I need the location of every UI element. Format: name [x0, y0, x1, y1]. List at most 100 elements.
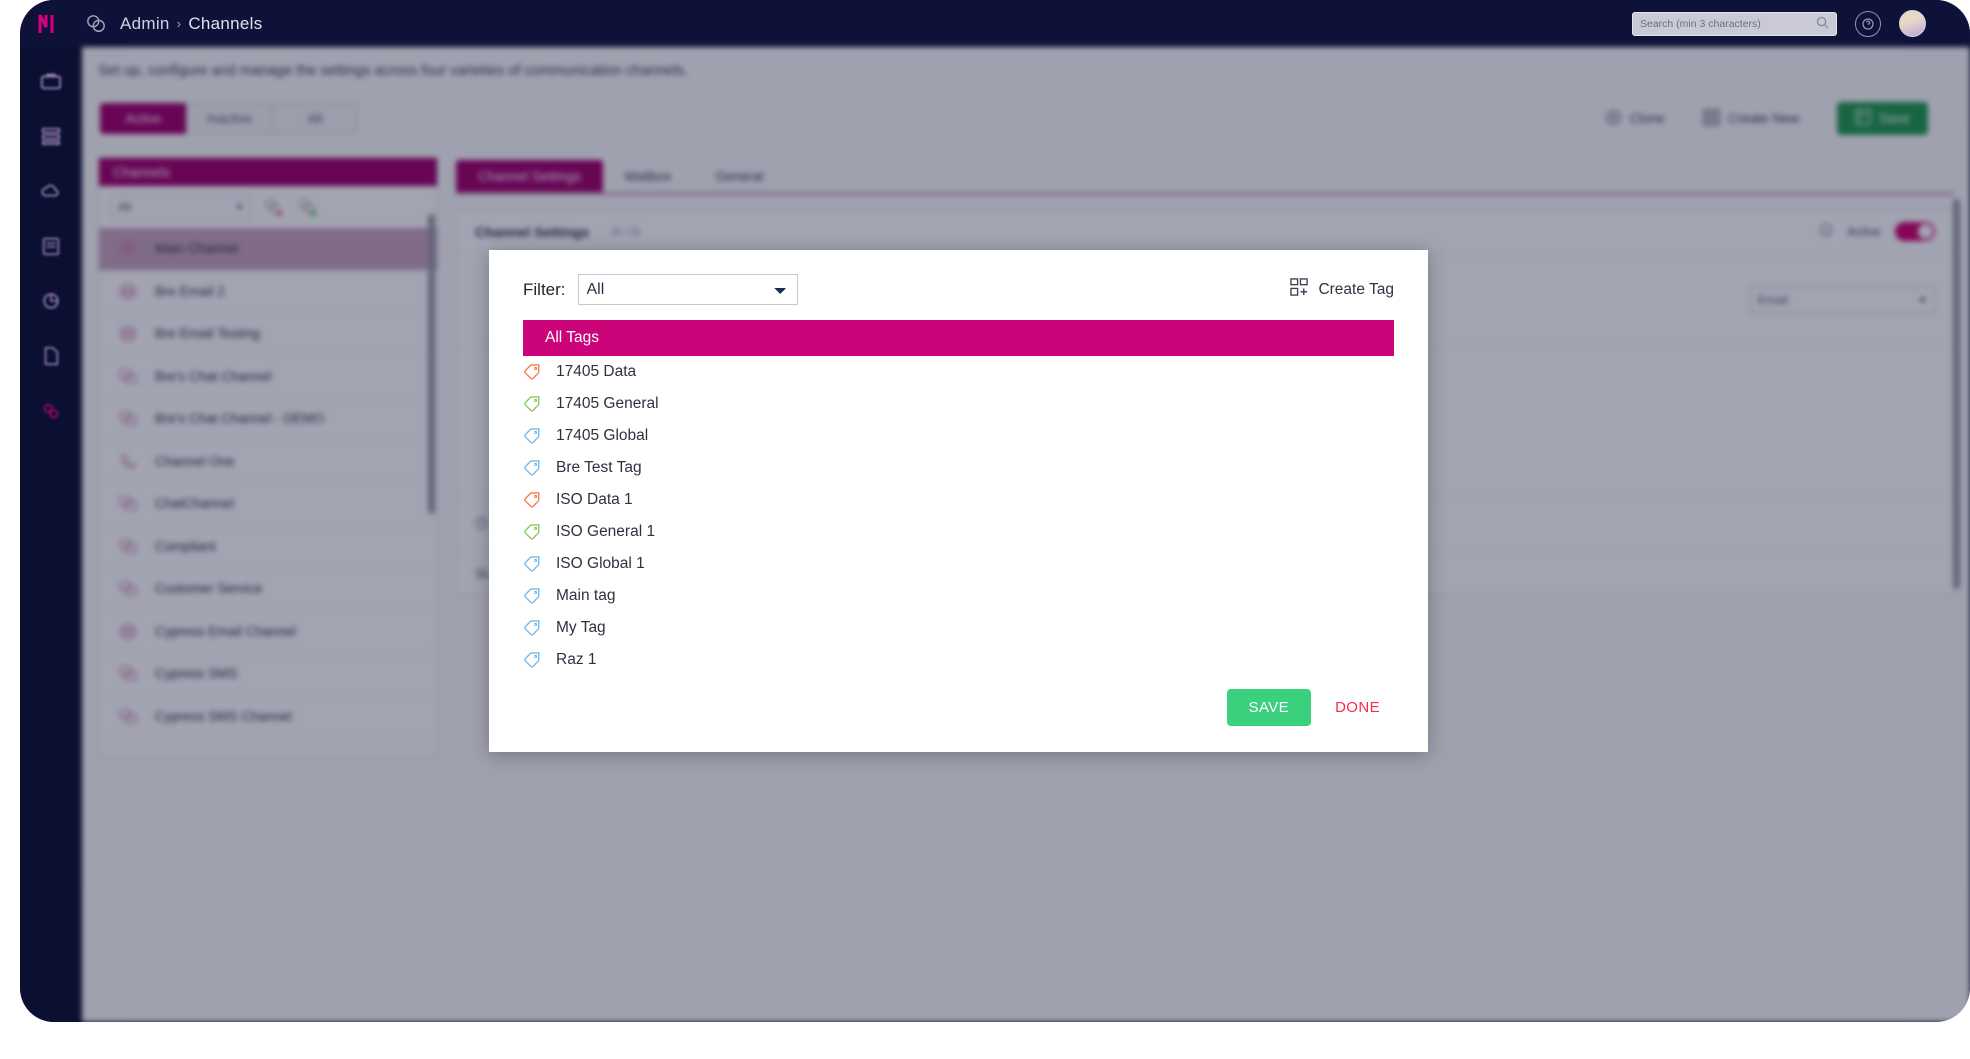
channel-list-scrollbar[interactable] — [428, 188, 435, 754]
channels-panel-title: Channels — [99, 158, 437, 186]
list-item[interactable]: Main Channel — [99, 228, 437, 271]
tag-label: ISO Global 1 — [556, 555, 645, 572]
tag-list-item[interactable]: Main tag — [523, 580, 1394, 612]
channel-type-filter-select[interactable]: All ▼ — [111, 195, 251, 219]
tag-list-item[interactable]: ISO Global 1 — [523, 548, 1394, 580]
tag-list-item[interactable]: ISO Data 1 — [523, 484, 1394, 516]
breadcrumb: Admin › Channels — [120, 14, 263, 34]
list-item-label: Compliant — [155, 538, 216, 554]
list-item[interactable]: Compliant — [99, 526, 437, 568]
list-item[interactable]: Bre Email Testing — [99, 313, 437, 356]
tag-icon — [523, 363, 541, 381]
rail-grid-icon[interactable] — [36, 122, 66, 150]
breadcrumb-root[interactable]: Admin — [120, 13, 170, 33]
grid-plus-icon — [1290, 277, 1309, 302]
tag-list-item[interactable]: 17405 Data — [523, 356, 1394, 388]
done-button[interactable]: DONE — [1321, 689, 1394, 726]
section-note: (0 / 0) — [611, 225, 641, 238]
list-item-label: Channel One — [155, 453, 235, 469]
chat-icon — [117, 706, 139, 726]
state-filter-active[interactable]: Active — [100, 103, 186, 134]
tab-channel-settings[interactable]: Channel Settings — [456, 160, 603, 192]
avatar[interactable] — [1899, 10, 1926, 37]
active-label: Active — [1846, 224, 1881, 239]
state-filter-inactive[interactable]: Inactive — [186, 103, 272, 134]
clone-icon — [1605, 109, 1622, 129]
all-tags-header[interactable]: All Tags — [523, 320, 1394, 356]
list-item[interactable]: Cypress SMS — [99, 653, 437, 696]
chat-icon — [117, 494, 139, 514]
list-item[interactable]: Channel One — [99, 441, 437, 483]
tag-label: 17405 Global — [556, 427, 649, 444]
create-tag-button[interactable]: Create Tag — [1290, 277, 1394, 302]
filter-label: Filter: — [523, 279, 566, 299]
main-panel-scrollbar[interactable] — [1953, 199, 1960, 757]
tag-label: Main tag — [556, 587, 616, 604]
list-item[interactable]: Bre's Chat Channel — [99, 356, 437, 398]
channel-type-value: Email — [1758, 293, 1789, 307]
list-item[interactable]: Customer Service — [99, 568, 437, 611]
tag-icon — [523, 523, 541, 541]
state-filter-all[interactable]: All — [272, 103, 358, 134]
tags-dialog-footer: SAVE DONE — [1226, 689, 1394, 726]
tag-list-item[interactable]: Raz 1 — [523, 644, 1394, 676]
tag-label: My Tag — [556, 619, 606, 636]
list-item[interactable]: Cypress Email Channel — [99, 611, 437, 653]
search-icon — [1816, 16, 1829, 32]
save-button[interactable]: Save — [1837, 102, 1928, 135]
rail-cloud-icon[interactable] — [36, 177, 66, 205]
rail-settings-icon[interactable] — [36, 397, 66, 425]
filter-add-icon[interactable] — [297, 197, 319, 217]
rail-list-icon[interactable] — [36, 232, 66, 260]
list-item-label: Cypress Email Channel — [155, 623, 297, 639]
chevron-down-icon: ▼ — [1918, 295, 1927, 305]
channel-type-filter-value: All — [118, 200, 132, 214]
tag-icon — [523, 651, 541, 669]
tag-icon — [523, 427, 541, 445]
list-item[interactable]: Bre Email 2 — [99, 271, 437, 313]
tab-general[interactable]: General — [715, 168, 764, 184]
active-toggle[interactable] — [1895, 222, 1935, 241]
save-tags-button[interactable]: SAVE — [1226, 689, 1312, 726]
rail-report-icon[interactable] — [36, 287, 66, 315]
tags-dialog-toolbar: Filter: All Data General Global — [489, 250, 1428, 305]
list-item-label: Cypress SMS Channel — [155, 708, 292, 724]
create-new-label: Create New — [1727, 111, 1800, 126]
list-item[interactable]: ChatChannel — [99, 483, 437, 526]
logo-mark-icon — [38, 13, 54, 33]
tag-list-item[interactable]: Bre Test Tag — [523, 452, 1394, 484]
list-item-label: Customer Service — [155, 581, 263, 597]
list-item-label: Bre's Chat Channel — [155, 368, 272, 384]
list-item[interactable]: Bre's Chat Channel - DEMO — [99, 398, 437, 441]
email-icon — [117, 239, 139, 259]
list-item-label: Cypress SMS — [155, 666, 238, 682]
tag-list-item[interactable]: 17405 Global — [523, 420, 1394, 452]
breadcrumb-current: Channels — [188, 13, 263, 33]
topbar-right-group: Search (min 3 characters) — [1632, 10, 1970, 37]
tag-icon — [523, 587, 541, 605]
email-icon — [117, 621, 139, 641]
page-subtitle: Set up, configure and manage the setting… — [98, 63, 688, 79]
tag-label: Raz 1 — [556, 651, 597, 668]
tag-list-item[interactable]: ISO General 1 — [523, 516, 1394, 548]
chat-icon — [117, 579, 139, 599]
filter-remove-icon[interactable] — [263, 197, 285, 217]
tag-list-item[interactable]: 17405 General — [523, 388, 1394, 420]
global-search-input[interactable]: Search (min 3 characters) — [1632, 11, 1837, 36]
rail-document-icon[interactable] — [36, 342, 66, 370]
channel-type-select[interactable]: Email ▼ — [1750, 287, 1935, 313]
tag-list-item[interactable]: My Tag — [523, 612, 1394, 644]
clone-button[interactable]: Clone — [1605, 109, 1665, 129]
section-title: Channel Settings — [475, 223, 590, 240]
rail-briefcase-icon[interactable] — [36, 67, 66, 95]
search-placeholder: Search (min 3 characters) — [1640, 17, 1761, 30]
tag-filter-select[interactable]: All Data General Global — [577, 274, 798, 305]
tab-mailbox[interactable]: Mailbox — [624, 168, 672, 184]
help-icon[interactable] — [1855, 10, 1881, 37]
breadcrumb-separator: › — [176, 16, 182, 31]
create-tag-label: Create Tag — [1318, 280, 1394, 298]
create-new-button[interactable]: Create New — [1703, 108, 1800, 129]
brand-logo[interactable] — [20, 0, 82, 47]
list-item[interactable]: Cypress SMS Channel — [99, 696, 437, 738]
